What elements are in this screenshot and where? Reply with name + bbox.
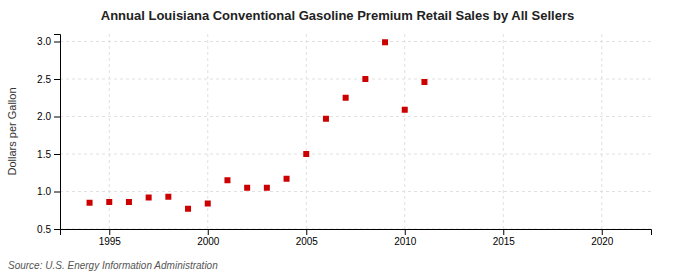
x-tick: 2010	[394, 229, 417, 247]
x-tick-label: 2005	[296, 236, 319, 247]
point	[284, 176, 290, 182]
y-tick-mark	[54, 192, 60, 193]
grid-line-y	[60, 116, 651, 117]
x-axis: 1995 2000 2005 2010 2015 2020	[61, 229, 652, 247]
point	[343, 95, 349, 101]
grid-line-x	[207, 34, 208, 229]
x-tick-label: 1995	[99, 236, 122, 247]
point	[323, 116, 329, 122]
point	[87, 200, 93, 206]
y-tick-mark	[54, 229, 60, 230]
grid-line-y	[60, 41, 651, 42]
x-tick: 1995	[99, 229, 122, 247]
point	[146, 195, 152, 201]
x-tick: 2000	[197, 229, 220, 247]
x-tick: 2005	[296, 229, 319, 247]
x-tick: 2020	[591, 229, 614, 247]
y-tick-label: 2.0	[37, 111, 51, 122]
y-axis-line	[54, 35, 61, 230]
y-tick-label: 3.0	[37, 36, 51, 47]
y-axis-title: Dollars per Gallon	[6, 87, 18, 175]
point	[126, 199, 132, 205]
point	[224, 177, 230, 183]
grid-line-x	[503, 34, 504, 229]
point	[382, 39, 388, 45]
grid-line-y	[60, 154, 651, 155]
annotation: Source: U.S. Energy Information Administ…	[8, 260, 218, 271]
point	[244, 185, 250, 191]
grid-line-y	[60, 191, 651, 192]
point	[106, 199, 112, 205]
chart: 1995 2000 2005 2010 2015 2020 0.5 1.0 1.5 2.0 2.5 3…	[0, 0, 675, 275]
x-tick-label: 2020	[591, 236, 614, 247]
x-tick-mark	[109, 229, 110, 235]
grid-line-x	[306, 34, 307, 229]
x-tick-mark	[503, 229, 504, 235]
y-tick: 2.0	[37, 111, 60, 122]
x-axis-line	[61, 230, 652, 236]
y-tick-label: 0.5	[37, 224, 51, 235]
x-tick-mark	[602, 229, 603, 235]
y-tick-mark	[54, 117, 60, 118]
grid-line-x	[601, 34, 602, 229]
y-tick: 1.0	[37, 186, 60, 197]
y-tick-label: 1.5	[37, 149, 51, 160]
point	[402, 107, 408, 113]
point	[185, 206, 191, 212]
y-tick-mark	[54, 154, 60, 155]
point	[362, 76, 368, 82]
x-tick-mark	[405, 229, 406, 235]
plot-area: 1995 2000 2005 2010 2015 2020 0.5 1.0 1.5 2.0 2.5 3…	[37, 34, 651, 247]
point	[205, 201, 211, 207]
point	[303, 151, 309, 157]
y-tick-label: 2.5	[37, 74, 51, 85]
point	[165, 194, 171, 200]
x-tick-mark	[208, 229, 209, 235]
points	[87, 39, 428, 212]
y-axis: 0.5 1.0 1.5 2.0 2.5 3.0	[37, 35, 60, 235]
y-tick: 1.5	[37, 149, 60, 160]
grid	[60, 34, 651, 229]
x-tick-mark	[306, 229, 307, 235]
y-tick-mark	[54, 42, 60, 43]
grid-line-y	[60, 79, 651, 80]
y-tick: 0.5	[37, 224, 60, 235]
y-tick-label: 1.0	[37, 186, 51, 197]
y-tick-mark	[54, 79, 60, 80]
x-tick-label: 2015	[493, 236, 516, 247]
title: Annual Louisiana Conventional Gasoline P…	[101, 8, 574, 23]
y-tick: 2.5	[37, 74, 60, 85]
grid-line-x	[404, 34, 405, 229]
x-tick-label: 2010	[394, 236, 417, 247]
point	[421, 79, 427, 85]
point	[264, 185, 270, 191]
x-tick-label: 2000	[197, 236, 220, 247]
x-tick: 2015	[493, 229, 516, 247]
y-tick: 3.0	[37, 36, 60, 47]
